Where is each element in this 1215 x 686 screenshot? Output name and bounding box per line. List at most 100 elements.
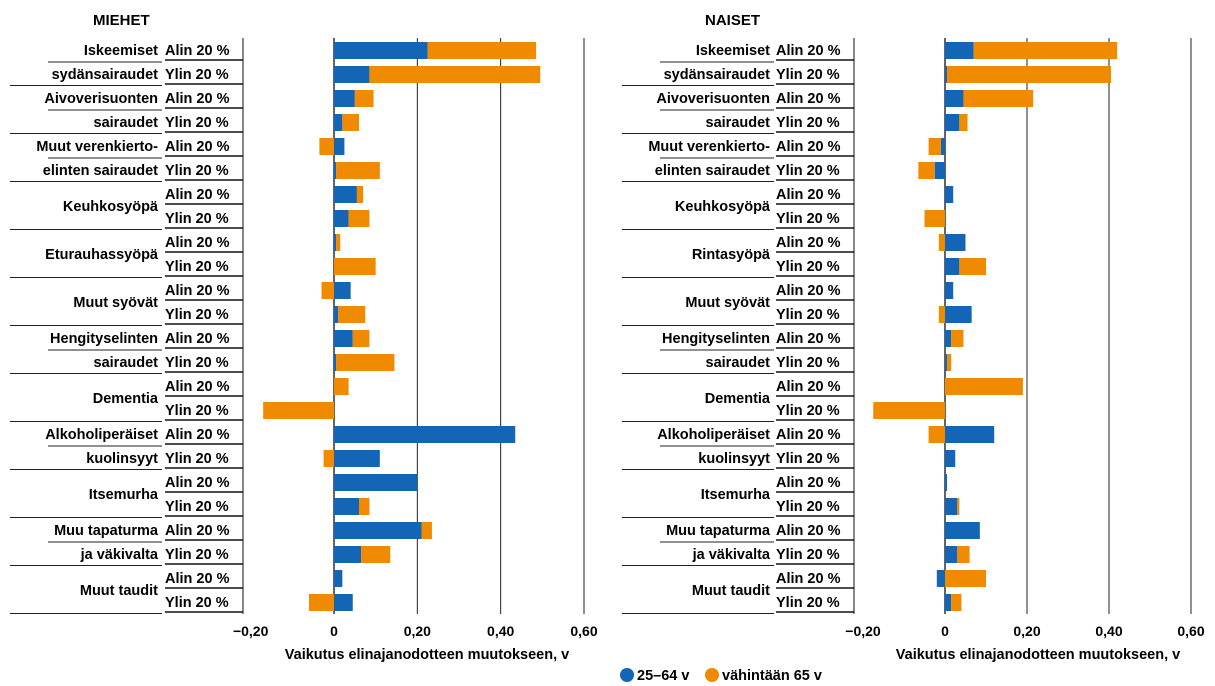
bar-25-64 (334, 570, 343, 587)
group-label: sairaudet (706, 115, 771, 131)
bar-25-64 (334, 114, 343, 131)
group-label: Keuhkosyöpä (675, 199, 771, 215)
subcategory-label: Alin 20 % (776, 91, 841, 107)
subcategory-label: Ylin 20 % (165, 115, 229, 131)
bar-65-plus (951, 594, 962, 611)
bar-25-64 (334, 594, 353, 611)
group-label: Dementia (93, 391, 159, 407)
bar-65-plus (959, 258, 986, 275)
group-label: Aivoverisuonten (656, 91, 770, 107)
x-tick-label: 0,40 (487, 623, 514, 639)
bar-65-plus (359, 498, 370, 515)
subcategory-label: Ylin 20 % (165, 499, 229, 515)
panel-naiset: NAISET −0,20 0 0,20 0,40 0,60 Vaikutus elinaja… (622, 12, 1205, 663)
bar-25-64 (936, 570, 945, 587)
bar-25-64 (945, 90, 964, 107)
bar-65-plus (928, 426, 945, 443)
group-label: Muut verenkierto- (36, 139, 158, 155)
bar-65-plus (336, 354, 395, 371)
group-label: Eturauhassyöpä (45, 247, 159, 263)
bar-25-64 (334, 330, 353, 347)
bar-25-64 (945, 306, 972, 323)
bar-25-64 (334, 474, 418, 491)
subcategory-label: Alin 20 % (776, 235, 841, 251)
bar-65-plus (336, 234, 341, 251)
x-tick-label: 0 (941, 623, 949, 639)
group-label: sairaudet (94, 115, 159, 131)
subcategory-label: Alin 20 % (776, 571, 841, 587)
group-label: elinten sairaudet (43, 163, 158, 179)
subcategory-label: Ylin 20 % (776, 355, 840, 371)
group-label: Muut syövät (73, 295, 158, 311)
bar-65-plus (361, 546, 391, 563)
group-label: Rintasyöpä (692, 247, 771, 263)
bar-65-plus (352, 330, 370, 347)
bar-25-64 (945, 546, 958, 563)
subcategory-label: Ylin 20 % (776, 403, 840, 419)
group-label: Hengityselinten (662, 331, 770, 347)
subcategory-label: Ylin 20 % (776, 211, 840, 227)
bar-25-64 (940, 138, 945, 155)
bar-25-64 (945, 42, 974, 59)
bar-25-64 (334, 138, 345, 155)
subcategory-label: Ylin 20 % (776, 595, 840, 611)
subcategory-label: Ylin 20 % (776, 499, 840, 515)
legend-label: vähintään 65 v (722, 668, 822, 684)
subcategory-label: Ylin 20 % (165, 355, 229, 371)
bar-65-plus (348, 210, 370, 227)
x-tick-label: 0,60 (570, 623, 597, 639)
bar-25-64 (945, 594, 952, 611)
bar-25-64 (334, 162, 337, 179)
legend-swatch (620, 668, 634, 682)
subcategory-label: Ylin 20 % (776, 307, 840, 323)
subcategory-label: Alin 20 % (165, 331, 230, 347)
bar-25-64 (945, 522, 980, 539)
subcategory-label: Ylin 20 % (165, 307, 229, 323)
bar-65-plus (334, 378, 349, 395)
bar-25-64 (334, 306, 339, 323)
subcategory-label: Alin 20 % (165, 91, 230, 107)
bar-25-64 (945, 426, 995, 443)
x-tick-label: 0,40 (1095, 623, 1122, 639)
group-label: kuolinsyyt (86, 451, 158, 467)
group-label: Itsemurha (89, 487, 159, 503)
bar-25-64 (334, 450, 380, 467)
bar-65-plus (938, 306, 945, 323)
legend-swatch (705, 668, 719, 682)
subcategory-label: Alin 20 % (776, 283, 841, 299)
x-tick-label: 0,60 (1177, 623, 1204, 639)
bar-65-plus (319, 138, 334, 155)
bar-65-plus (957, 498, 960, 515)
bar-25-64 (945, 234, 966, 251)
bar-25-64 (334, 354, 337, 371)
bar-65-plus (959, 114, 968, 131)
bar-25-64 (334, 186, 357, 203)
bar-65-plus (323, 450, 334, 467)
bar-65-plus (945, 378, 1023, 395)
subcategory-label: Ylin 20 % (776, 259, 840, 275)
subcategory-label: Alin 20 % (165, 235, 230, 251)
subcategory-label: Alin 20 % (165, 523, 230, 539)
bar-65-plus (309, 594, 334, 611)
bar-65-plus (263, 402, 334, 419)
group-label: Aivoverisuonten (44, 91, 158, 107)
group-label: kuolinsyyt (698, 451, 770, 467)
bar-25-64 (945, 186, 954, 203)
group-label: Iskeemiset (696, 43, 770, 59)
group-label: Muut taudit (692, 583, 770, 599)
group-label: Alkoholiperäiset (657, 427, 770, 443)
bar-65-plus (947, 66, 1112, 83)
group-label: Muut taudit (80, 583, 158, 599)
subcategory-label: Ylin 20 % (776, 67, 840, 83)
bar-25-64 (334, 426, 516, 443)
bar-65-plus (342, 114, 359, 131)
bar-25-64 (945, 330, 952, 347)
bar-25-64 (334, 546, 362, 563)
bar-65-plus (321, 282, 334, 299)
bar-25-64 (334, 90, 355, 107)
subcategory-label: Alin 20 % (776, 187, 841, 203)
x-axis-label: Vaikutus elinajanodotteen muutokseen, v (896, 647, 1180, 663)
bar-65-plus (945, 570, 986, 587)
subcategory-label: Ylin 20 % (165, 595, 229, 611)
